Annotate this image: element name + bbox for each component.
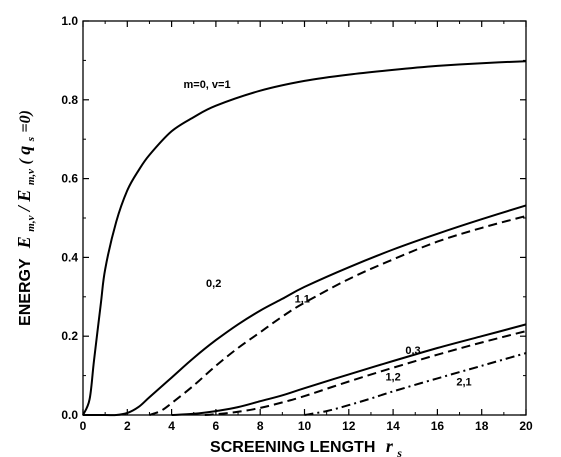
- y-tick-label: 0.4: [61, 250, 78, 264]
- y-axis-sub2: m,ν: [25, 169, 37, 185]
- curve-label: 0,3: [405, 345, 420, 357]
- curve-label: 0,2: [206, 278, 221, 290]
- y-tick-label: 1.0: [61, 14, 78, 28]
- x-axis-symbol: r: [386, 436, 394, 456]
- curve-labels: m=0, v=1 0,2 1,1 0,3 1,2 2,1: [183, 79, 471, 388]
- x-tick-label: 10: [298, 419, 312, 433]
- y-axis-symbol-2: E: [14, 190, 34, 203]
- x-tick-label: 12: [342, 419, 356, 433]
- y-axis-title-text: ENERGY: [17, 258, 34, 326]
- x-tick-label: 4: [168, 419, 175, 433]
- x-tick-label: 6: [213, 419, 220, 433]
- y-tick-label: 0.2: [61, 329, 78, 343]
- curve-label: 1,2: [385, 371, 400, 383]
- curve-label: 2,1: [456, 376, 471, 388]
- x-axis-title: SCREENING LENGTH r s: [210, 436, 402, 457]
- y-tick-label: 0.0: [61, 408, 78, 422]
- curve-0-2: [83, 204, 527, 417]
- y-axis-q: q: [14, 146, 34, 155]
- curve-0-3: [171, 323, 527, 416]
- y-tick-label: 0.6: [61, 172, 78, 186]
- x-tick-label: 16: [431, 419, 445, 433]
- y-axis-title: ENERGY E m,ν / E m,ν ( q s =0): [14, 110, 38, 326]
- curve-label: 1,1: [295, 294, 310, 306]
- y-axis-paren: (: [17, 157, 34, 164]
- y-axis-symbol: E: [14, 236, 34, 249]
- x-tick-label: 2: [124, 419, 131, 433]
- curve-1-2: [204, 330, 527, 416]
- y-axis-eq: =0): [17, 110, 34, 132]
- y-axis-sub1: m,ν: [25, 215, 37, 231]
- x-tick-label: 0: [80, 419, 87, 433]
- axis-ticks: 0 2 4 6 8 10 12 14 16 18 20 0.0 0.2 0.4 0.6 0.8 1.0: [61, 14, 533, 433]
- x-tick-label: 18: [475, 419, 489, 433]
- curve-2-1: [304, 352, 527, 416]
- y-axis-slash: /: [14, 204, 34, 213]
- x-axis-title-text: SCREENING LENGTH: [210, 439, 375, 456]
- x-tick-label: 14: [386, 419, 400, 433]
- x-tick-label: 8: [257, 419, 264, 433]
- curve-m-0-1: [82, 60, 527, 416]
- curves: [82, 60, 527, 417]
- y-tick-label: 0.8: [61, 93, 78, 107]
- y-axis-q-sub: s: [25, 137, 37, 142]
- x-tick-label: 20: [519, 419, 533, 433]
- x-axis-subscript: s: [396, 446, 402, 457]
- curve-label: m=0, v=1: [183, 79, 230, 91]
